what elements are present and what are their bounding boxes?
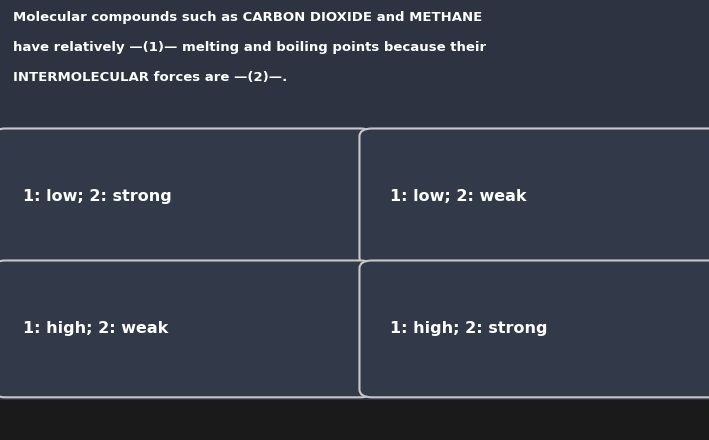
FancyBboxPatch shape [359, 128, 709, 265]
Text: 1: low; 2: strong: 1: low; 2: strong [23, 189, 172, 205]
Text: Molecular compounds such as CARBON DIOXIDE and METHANE: Molecular compounds such as CARBON DIOXI… [13, 11, 482, 24]
Text: 1: high; 2: strong: 1: high; 2: strong [390, 321, 547, 337]
FancyBboxPatch shape [0, 260, 373, 397]
FancyBboxPatch shape [359, 260, 709, 397]
Text: 1: high; 2: weak: 1: high; 2: weak [23, 321, 169, 337]
FancyBboxPatch shape [0, 128, 373, 265]
Text: INTERMOLECULAR forces are —(2)—.: INTERMOLECULAR forces are —(2)—. [13, 71, 287, 84]
FancyBboxPatch shape [0, 400, 709, 440]
Text: have relatively —(1)— melting and boiling points because their: have relatively —(1)— melting and boilin… [13, 41, 486, 54]
Text: 1: low; 2: weak: 1: low; 2: weak [390, 189, 527, 205]
